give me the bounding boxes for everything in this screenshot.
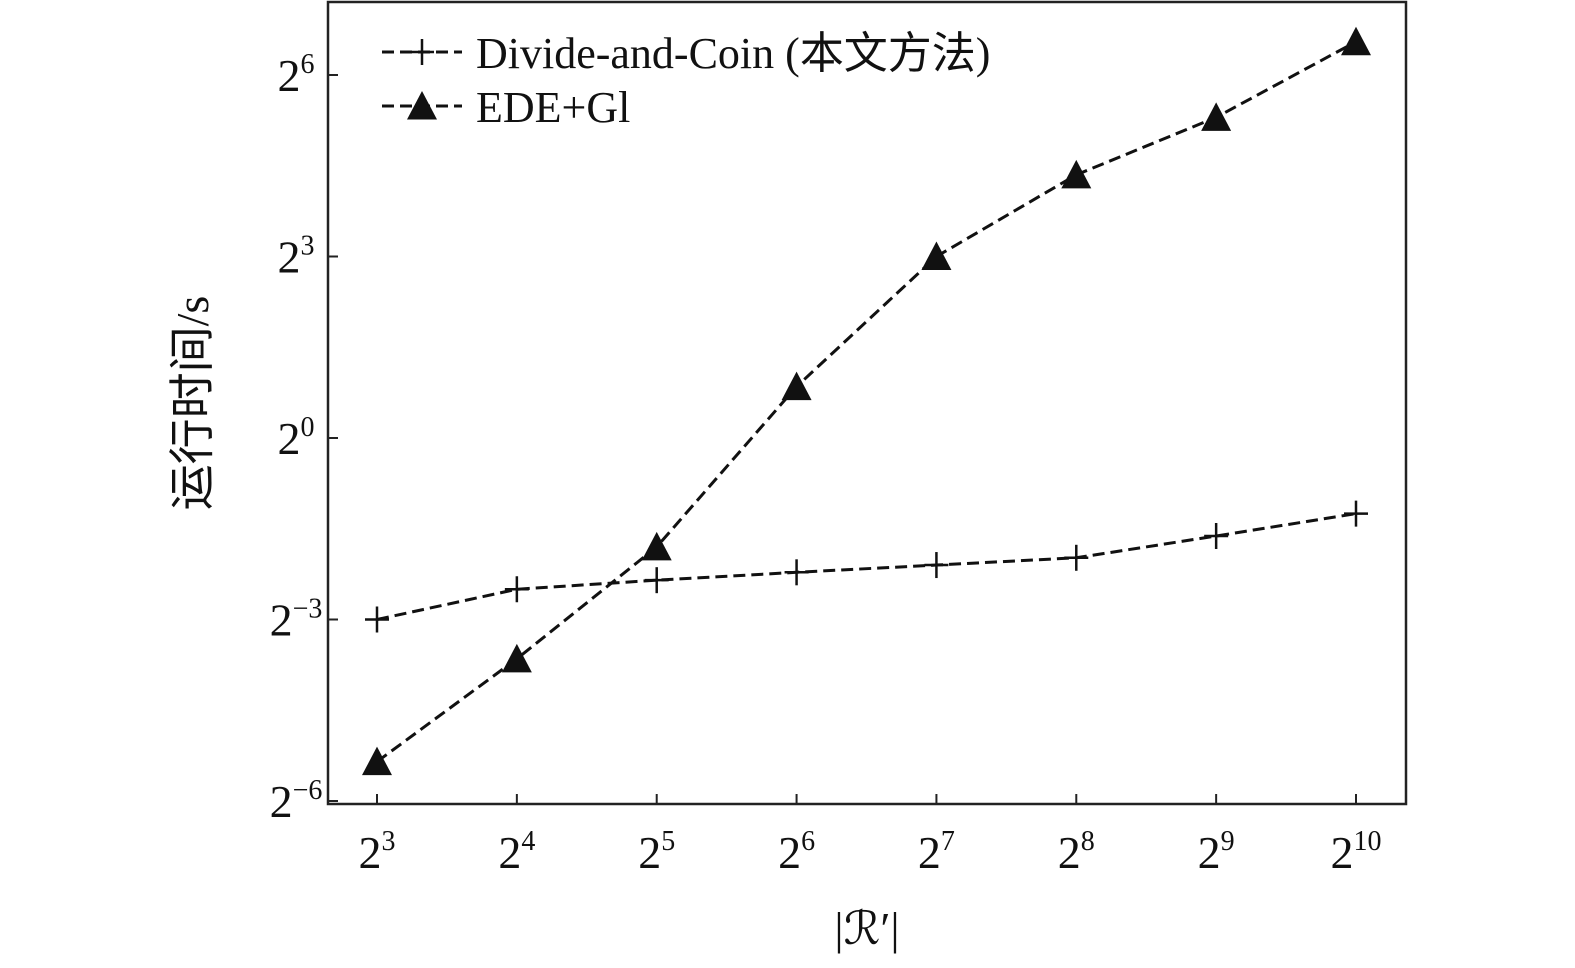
legend-label: EDE+Gl: [476, 83, 630, 132]
triangle-marker: [921, 241, 952, 270]
plus-marker: [1204, 523, 1229, 550]
plot-frame: [326, 0, 1408, 806]
plus-marker: [1344, 500, 1368, 527]
legend-entry: Divide-and-Coin (本文方法): [382, 29, 990, 78]
series-layer: [362, 26, 1371, 776]
x-tick-label: 23: [359, 826, 396, 878]
plus-marker: [644, 567, 669, 594]
x-tick-label: 210: [1331, 826, 1382, 878]
x-axis-title: |ℛ′|: [834, 903, 899, 954]
plus-marker: [784, 559, 809, 586]
triangle-marker: [641, 531, 672, 561]
x-tick-label: 25: [638, 826, 675, 878]
plus-marker: [365, 606, 389, 633]
y-tick-label: 2−3: [270, 594, 323, 646]
y-tick-label: 23: [278, 231, 315, 283]
x-tick-label: 28: [1058, 826, 1095, 878]
series-line: [376, 40, 1357, 763]
y-tick-label: 20: [278, 412, 315, 464]
legend-plus-marker: [410, 39, 434, 65]
x-tick-label: 24: [498, 826, 535, 878]
plus-marker: [1064, 544, 1089, 571]
triangle-marker: [501, 643, 532, 673]
x-tick-label: 26: [778, 826, 815, 878]
legend: Divide-and-Coin (本文方法) EDE+Gl: [382, 29, 990, 132]
plus-marker: [924, 552, 949, 579]
triangle-marker: [1061, 159, 1092, 189]
triangle-marker: [1341, 26, 1371, 56]
triangle-marker: [1201, 102, 1232, 131]
legend-label: Divide-and-Coin (本文方法): [476, 29, 990, 78]
plus-marker: [504, 576, 529, 603]
series-1: [365, 500, 1368, 633]
triangle-marker: [362, 746, 392, 776]
y-axis-title: 运行时间/s: [167, 296, 218, 511]
plot-area: 23 24 25 26 27 28 29 210 2−6 2−3 20 23 26: [270, 0, 1408, 878]
triangle-marker: [781, 371, 812, 401]
series-line: [376, 512, 1357, 621]
x-tick-label: 27: [918, 826, 955, 878]
y-tick-label: 2−6: [270, 775, 323, 827]
y-tick-label: 26: [278, 49, 315, 101]
legend-entry: EDE+Gl: [382, 83, 630, 132]
legend-triangle-marker: [407, 91, 437, 120]
series-2: [362, 26, 1371, 776]
x-tick-label: 29: [1198, 826, 1235, 878]
